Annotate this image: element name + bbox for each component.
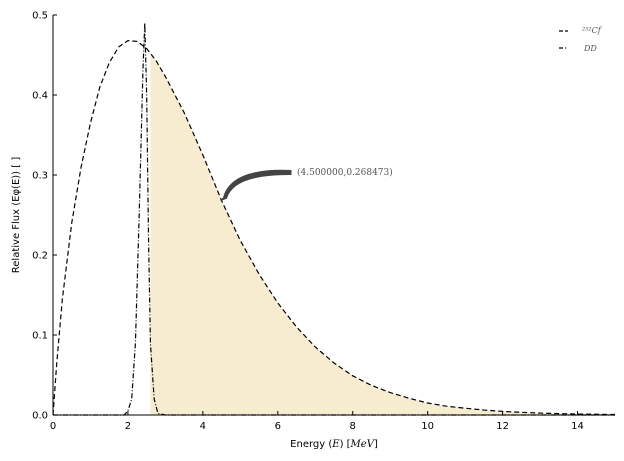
legend-label-cf: ²⁵²Cf: [582, 26, 603, 35]
legend-label-dd: DD: [583, 44, 597, 53]
series-layer: [52, 22, 616, 416]
series-line-0: [52, 39, 616, 416]
x-tick-label: 0: [50, 421, 56, 432]
x-tick-label: 6: [275, 421, 281, 432]
x-tick-label: 8: [350, 421, 356, 432]
x-ticks: 0 2 4 6 8 10 12 14: [50, 411, 584, 432]
x-tick-label: 10: [421, 421, 434, 432]
y-tick-label: 0.5: [32, 11, 48, 22]
y-axis-label: Relative Flux (Eφ(E)) [ ]: [11, 157, 22, 274]
legend: ²⁵²Cf DD: [559, 26, 603, 53]
x-tick-label: 12: [496, 421, 509, 432]
series-line-1: [53, 22, 615, 416]
annotation-label: (4.500000,0.268473): [297, 167, 393, 178]
y-tick-label: 0.4: [32, 91, 48, 102]
y-tick-label: 0.2: [32, 251, 48, 262]
y-ticks: 0.0 0.1 0.2 0.3 0.4 0.5: [32, 11, 57, 422]
y-tick-label: 0.3: [32, 171, 48, 182]
x-tick-label: 2: [125, 421, 131, 432]
annotation-arrow: [220, 169, 292, 202]
y-tick-label: 0.1: [32, 331, 48, 342]
x-tick-label: 14: [571, 421, 584, 432]
x-axis-label: Energy (E) [MeV]: [290, 439, 378, 450]
y-tick-label: 0.0: [32, 411, 48, 422]
shaded-region: [150, 53, 615, 416]
x-tick-label: 4: [200, 421, 206, 432]
